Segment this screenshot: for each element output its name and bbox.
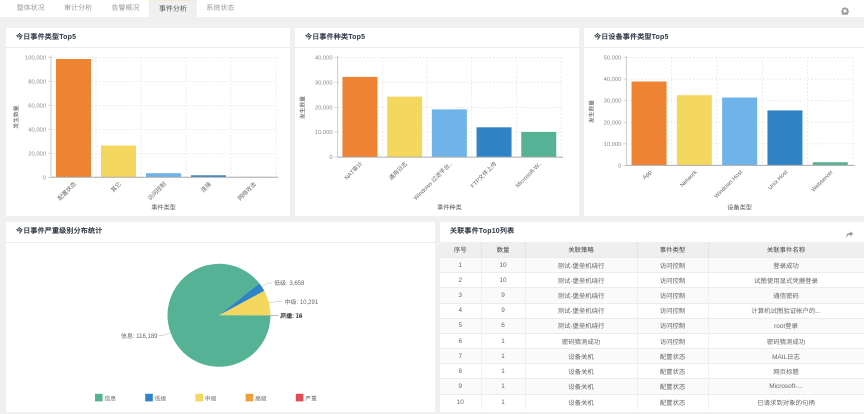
svg-text:20,000: 20,000 xyxy=(315,105,333,111)
svg-text:Network: Network xyxy=(679,169,698,188)
svg-text:连接: 连接 xyxy=(200,180,213,193)
svg-text:100,000: 100,000 xyxy=(25,55,46,61)
svg-text:严重: 严重 xyxy=(305,395,317,402)
svg-text:设备类型: 设备类型 xyxy=(727,203,752,211)
svg-text:20,000: 20,000 xyxy=(28,151,46,157)
svg-text:40,000: 40,000 xyxy=(28,127,46,133)
svg-text:10,000: 10,000 xyxy=(315,130,333,136)
svg-text:低级: 3,658: 低级: 3,658 xyxy=(274,279,305,287)
svg-text:Microsoft-W..: Microsoft-W.. xyxy=(515,161,543,189)
svg-text:20,000: 20,000 xyxy=(604,120,622,126)
svg-text:信息: 116,189: 信息: 116,189 xyxy=(121,332,158,340)
svg-text:0: 0 xyxy=(618,163,621,169)
svg-text:40,000: 40,000 xyxy=(604,77,622,83)
svg-text:事件类型: 事件类型 xyxy=(151,203,176,211)
svg-text:0: 0 xyxy=(329,155,332,161)
svg-text:其它: 其它 xyxy=(110,180,123,193)
svg-text:Windows Host: Windows Host xyxy=(714,169,745,200)
svg-text:事件种类: 事件种类 xyxy=(437,203,462,211)
svg-text:10,000: 10,000 xyxy=(604,141,622,147)
svg-text:NAT审计: NAT审计 xyxy=(343,160,364,181)
svg-text:中级: 10,291: 中级: 10,291 xyxy=(285,298,319,306)
svg-text:通用日志: 通用日志 xyxy=(388,160,409,181)
svg-text:发生数量: 发生数量 xyxy=(13,105,20,128)
svg-text:30,000: 30,000 xyxy=(604,98,622,104)
svg-text:高级: 高级 xyxy=(255,395,267,402)
svg-text:信息: 信息 xyxy=(105,395,117,402)
svg-text:30,000: 30,000 xyxy=(315,80,333,86)
svg-text:80,000: 80,000 xyxy=(28,79,46,85)
svg-text:发生数量: 发生数量 xyxy=(300,95,307,118)
svg-text:配置状态: 配置状态 xyxy=(57,180,78,201)
svg-text:发生数量: 发生数量 xyxy=(588,99,595,122)
svg-text:Webserver: Webserver xyxy=(811,169,835,193)
svg-text:严重: 14: 严重: 14 xyxy=(281,313,304,320)
svg-text:高级: 76: 高级: 76 xyxy=(280,312,303,320)
svg-text:网络攻击: 网络攻击 xyxy=(237,180,258,201)
svg-text:FTP文件上传: FTP文件上传 xyxy=(469,160,498,189)
svg-text:中级: 中级 xyxy=(205,395,217,402)
svg-text:0: 0 xyxy=(43,175,46,181)
svg-text:App: App xyxy=(642,169,654,181)
svg-text:40,000: 40,000 xyxy=(315,55,333,61)
svg-text:低级: 低级 xyxy=(155,395,167,402)
svg-text:60,000: 60,000 xyxy=(28,103,46,109)
svg-text:50,000: 50,000 xyxy=(604,55,622,61)
svg-text:Unix Host: Unix Host xyxy=(767,169,789,191)
svg-text:Windows 过滤平台..: Windows 过滤平台.. xyxy=(412,160,454,202)
svg-text:访问控制: 访问控制 xyxy=(147,180,168,201)
